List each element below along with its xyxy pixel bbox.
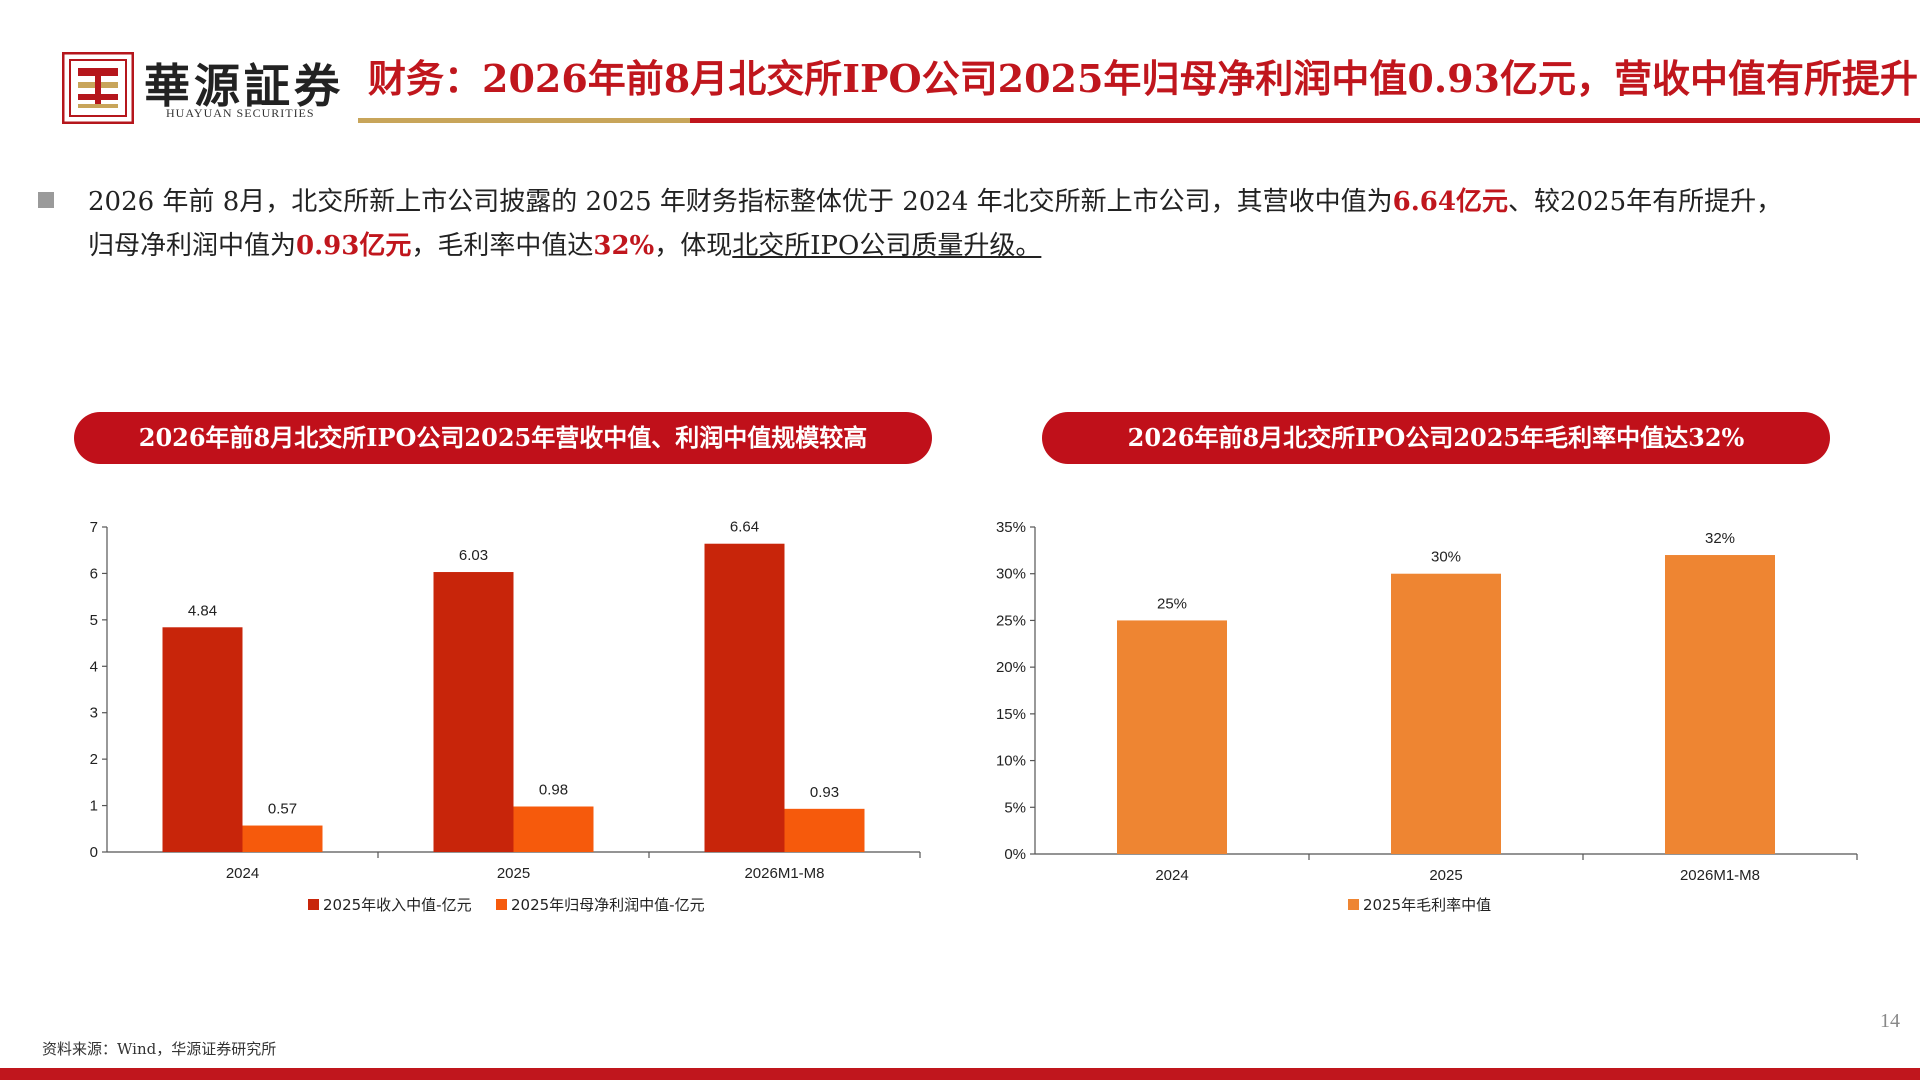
left-bar-series1 bbox=[162, 627, 243, 852]
right-x-tick-label: 2025 bbox=[1429, 867, 1462, 884]
summary-text-3: ，毛利率中值达 bbox=[411, 231, 594, 261]
summary-text-2: 、较2025年有所提升，归母净利润中值为 bbox=[88, 187, 1783, 261]
left-y-tick-label: 5 bbox=[90, 612, 98, 629]
right-data-label: 32% bbox=[1705, 530, 1735, 547]
right-y-tick-label: 0% bbox=[1004, 846, 1026, 863]
right-legend-label: 2025年毛利率中值 bbox=[1363, 896, 1491, 914]
left-data-label: 6.64 bbox=[730, 519, 759, 536]
right-y-tick-label: 35% bbox=[996, 519, 1026, 536]
left-bar-series1 bbox=[704, 543, 785, 852]
summary-text-4: ，体现 bbox=[654, 231, 733, 261]
left-x-tick-label: 2024 bbox=[226, 865, 259, 882]
left-data-label: 4.84 bbox=[188, 602, 217, 619]
left-y-tick-label: 4 bbox=[90, 658, 98, 675]
left-bar-series1 bbox=[433, 572, 514, 852]
left-data-label: 6.03 bbox=[459, 547, 488, 564]
source-note: 资料来源：Wind，华源证券研究所 bbox=[42, 1040, 277, 1058]
right-bar-series1 bbox=[1665, 555, 1775, 854]
left-legend-label: 2025年收入中值-亿元 bbox=[323, 896, 472, 914]
right-y-tick-label: 15% bbox=[996, 706, 1026, 723]
left-bar-series2 bbox=[242, 825, 323, 852]
summary-highlight-profit: 0.93亿元 bbox=[296, 231, 412, 261]
right-y-tick-label: 10% bbox=[996, 753, 1026, 770]
left-y-tick-label: 7 bbox=[90, 519, 98, 536]
right-y-tick-label: 20% bbox=[996, 659, 1026, 676]
left-data-label: 0.57 bbox=[268, 801, 297, 818]
logo-seal-icon bbox=[62, 52, 134, 124]
summary-text-1: 2026 年前 8月，北交所新上市公司披露的 2025 年财务指标整体优于 20… bbox=[88, 187, 1393, 217]
page-number: 14 bbox=[1880, 1010, 1900, 1032]
right-panel-title: 2026年前8月北交所IPO公司2025年毛利率中值达32% bbox=[1042, 412, 1830, 464]
logo-subtext: HUAYUAN SECURITIES bbox=[166, 106, 315, 120]
left-x-tick-label: 2025 bbox=[497, 865, 530, 882]
left-data-label: 0.98 bbox=[539, 782, 568, 799]
left-bar-series2 bbox=[784, 808, 865, 852]
left-legend-label: 2025年归母净利润中值-亿元 bbox=[511, 896, 705, 914]
left-y-tick-label: 1 bbox=[90, 798, 98, 815]
header-divider-red bbox=[690, 118, 1920, 123]
left-y-tick-label: 3 bbox=[90, 705, 98, 722]
left-data-label: 0.93 bbox=[810, 784, 839, 801]
right-bar-series1 bbox=[1117, 620, 1227, 854]
bullet-square-icon bbox=[38, 192, 54, 208]
header-divider-gold bbox=[358, 118, 690, 123]
logo-text: 華源証券 bbox=[144, 59, 344, 113]
footer-bar bbox=[0, 1068, 1920, 1080]
summary-underline: 北交所IPO公司质量升级。 bbox=[732, 231, 1042, 261]
right-x-tick-label: 2024 bbox=[1155, 867, 1188, 884]
right-data-label: 30% bbox=[1431, 549, 1461, 566]
left-panel-title: 2026年前8月北交所IPO公司2025年营收中值、利润中值规模较高 bbox=[74, 412, 932, 464]
left-y-tick-label: 6 bbox=[90, 565, 98, 582]
left-bar-series2 bbox=[513, 806, 594, 852]
summary-paragraph: 2026 年前 8月，北交所新上市公司披露的 2025 年财务指标整体优于 20… bbox=[88, 180, 1808, 268]
left-x-tick-label: 2026M1-M8 bbox=[744, 865, 824, 882]
right-x-tick-label: 2026M1-M8 bbox=[1680, 867, 1760, 884]
right-y-tick-label: 30% bbox=[996, 566, 1026, 583]
right-legend-swatch bbox=[1348, 899, 1359, 910]
left-y-tick-label: 2 bbox=[90, 751, 98, 768]
right-data-label: 25% bbox=[1157, 595, 1187, 612]
summary-highlight-revenue: 6.64亿元 bbox=[1392, 187, 1508, 217]
company-logo: 華源証券 HUAYUAN SECURITIES bbox=[62, 50, 362, 125]
left-legend-swatch bbox=[308, 899, 319, 910]
right-y-tick-label: 25% bbox=[996, 612, 1026, 629]
summary-highlight-margin: 32% bbox=[593, 231, 655, 261]
right-y-tick-label: 5% bbox=[1004, 799, 1026, 816]
left-y-tick-label: 0 bbox=[90, 844, 98, 861]
left-legend-swatch bbox=[496, 899, 507, 910]
page-title: 财务：2026年前8月北交所IPO公司2025年归母净利润中值0.93亿元，营收… bbox=[368, 56, 1918, 101]
right-bar-series1 bbox=[1391, 573, 1501, 854]
